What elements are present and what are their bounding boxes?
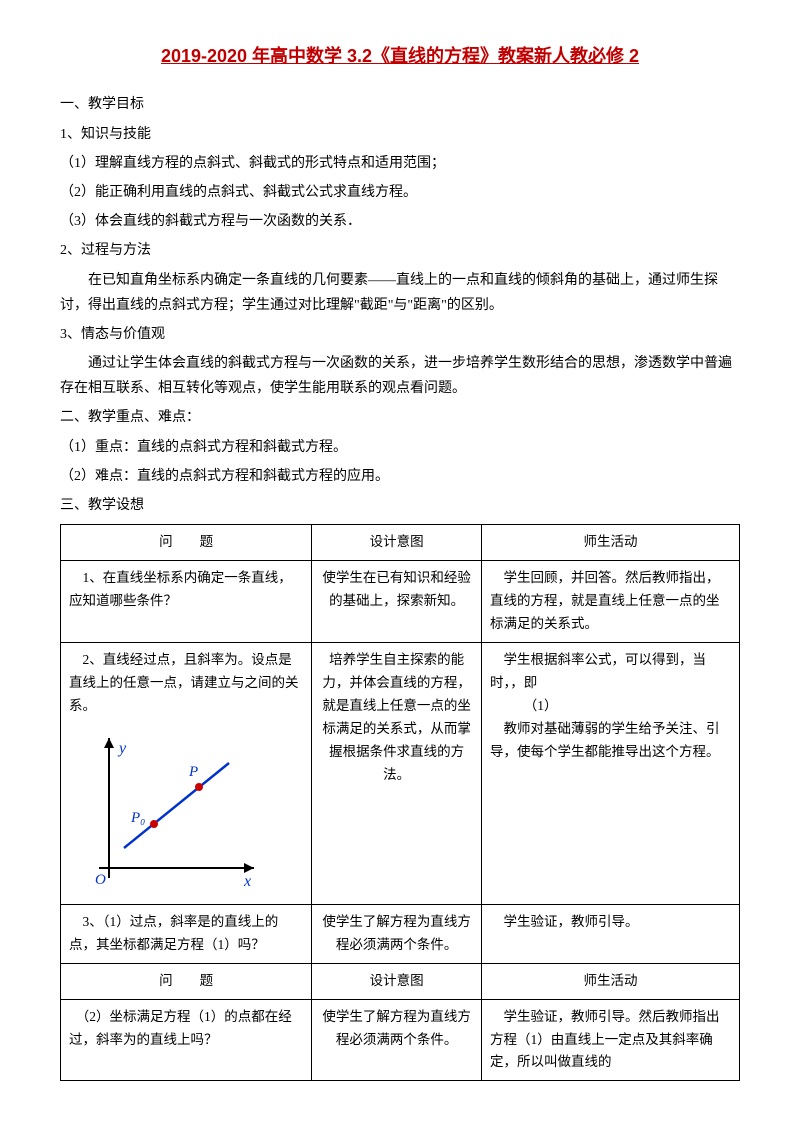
r1-c3: 学生回顾，并回答。然后教师指出，直线的方程，就是直线上任意一点的坐标满足的关系式… [481,561,739,643]
r2-c3: 学生根据斜率公式，可以得到，当时，，即 （1） 教师对基础薄弱的学生给予关注、引… [481,642,739,904]
r4-c1: （2）坐标满足方程（1）的点都在经过，斜率为的直线上吗？ [61,999,312,1081]
s1-p1-1: （1）理解直线方程的点斜式、斜截式的形式特点和适用范围； [60,151,740,176]
r3-c3: 学生验证，教师引导。 [481,904,739,963]
s2-p2: （2）难点：直线的点斜式方程和斜截式方程的应用。 [60,464,740,489]
r4-c3: 学生验证，教师引导。然后教师指出方程（1）由直线上一定点及其斜率确定，所以叫做直… [481,999,739,1081]
point-p [195,783,203,791]
table-row: 3、（1）过点，斜率是的直线上的点，其坐标都满足方程（1）吗？ 使学生了解方程为… [61,904,740,963]
label-p0: P₀ [130,810,145,826]
table-header-row-2: 问 题 设计意图 师生活动 [61,963,740,999]
label-x: x [243,873,251,890]
header-intent: 设计意图 [312,525,482,561]
r3-c1: 3、（1）过点，斜率是的直线上的点，其坐标都满足方程（1）吗？ [61,904,312,963]
table-row: （2）坐标满足方程（1）的点都在经过，斜率为的直线上吗？ 使学生了解方程为直线方… [61,999,740,1081]
header2-c3: 师生活动 [481,963,739,999]
r2-c3-c: 教师对基础薄弱的学生给予关注、引导，使每个学生都能推导出这个方程。 [490,718,731,764]
header2-c2: 设计意图 [312,963,482,999]
header-activity: 师生活动 [481,525,739,561]
header2-c1: 问 题 [61,963,312,999]
s1-p1-2: （2）能正确利用直线的点斜式、斜截式公式求直线方程。 [60,180,740,205]
s1-p1-3: （3）体会直线的斜截式方程与一次函数的关系． [60,209,740,234]
label-origin: O [95,872,106,888]
label-y: y [117,740,127,757]
s1-p3: 3、情态与价值观 [60,322,740,347]
s1-p2: 2、过程与方法 [60,238,740,263]
table-row: 1、在直线坐标系内确定一条直线，应知道哪些条件？ 使学生在已有知识和经验的基础上… [61,561,740,643]
r3-c2: 使学生了解方程为直线方程必须满两个条件。 [312,904,482,963]
r1-c1: 1、在直线坐标系内确定一条直线，应知道哪些条件？ [61,561,312,643]
s1-p2-body: 在已知直角坐标系内确定一条直线的几何要素——直线上的一点和直线的倾斜角的基础上，… [60,268,740,318]
document-title: 2019-2020 年高中数学 3.2《直线的方程》教案新人教必修 2 [60,40,740,72]
point-p0 [150,820,158,828]
s2-p1: （1）重点：直线的点斜式方程和斜截式方程。 [60,435,740,460]
r2-c3-b: （1） [490,695,731,718]
coordinate-graph: y x O P₀ P [69,728,303,898]
section-2-heading: 二、教学重点、难点： [60,405,740,430]
section-3-heading: 三、教学设想 [60,493,740,518]
lesson-table: 问 题 设计意图 师生活动 1、在直线坐标系内确定一条直线，应知道哪些条件？ 使… [60,524,740,1081]
x-arrow [244,863,254,873]
label-p: P [188,764,198,780]
r2-c3-a: 学生根据斜率公式，可以得到，当时，，即 [490,649,731,695]
table-header-row: 问 题 设计意图 师生活动 [61,525,740,561]
s1-p1: 1、知识与技能 [60,122,740,147]
slope-line [124,763,229,848]
table-row: 2、直线经过点，且斜率为。设点是直线上的任意一点，请建立与之间的关系。 y x … [61,642,740,904]
header-question: 问 题 [61,525,312,561]
s1-p3-body: 通过让学生体会直线的斜截式方程与一次函数的关系，进一步培养学生数形结合的思想，渗… [60,351,740,401]
section-1-heading: 一、教学目标 [60,92,740,117]
r4-c2: 使学生了解方程为直线方程必须满两个条件。 [312,999,482,1081]
r2-c2: 培养学生自主探索的能力，并体会直线的方程，就是直线上任意一点的坐标满足的关系式，… [312,642,482,904]
y-arrow [104,738,114,748]
r2-c1: 2、直线经过点，且斜率为。设点是直线上的任意一点，请建立与之间的关系。 y x … [61,642,312,904]
r2-c1-text: 2、直线经过点，且斜率为。设点是直线上的任意一点，请建立与之间的关系。 [69,652,299,713]
r1-c2: 使学生在已有知识和经验的基础上，探索新知。 [312,561,482,643]
